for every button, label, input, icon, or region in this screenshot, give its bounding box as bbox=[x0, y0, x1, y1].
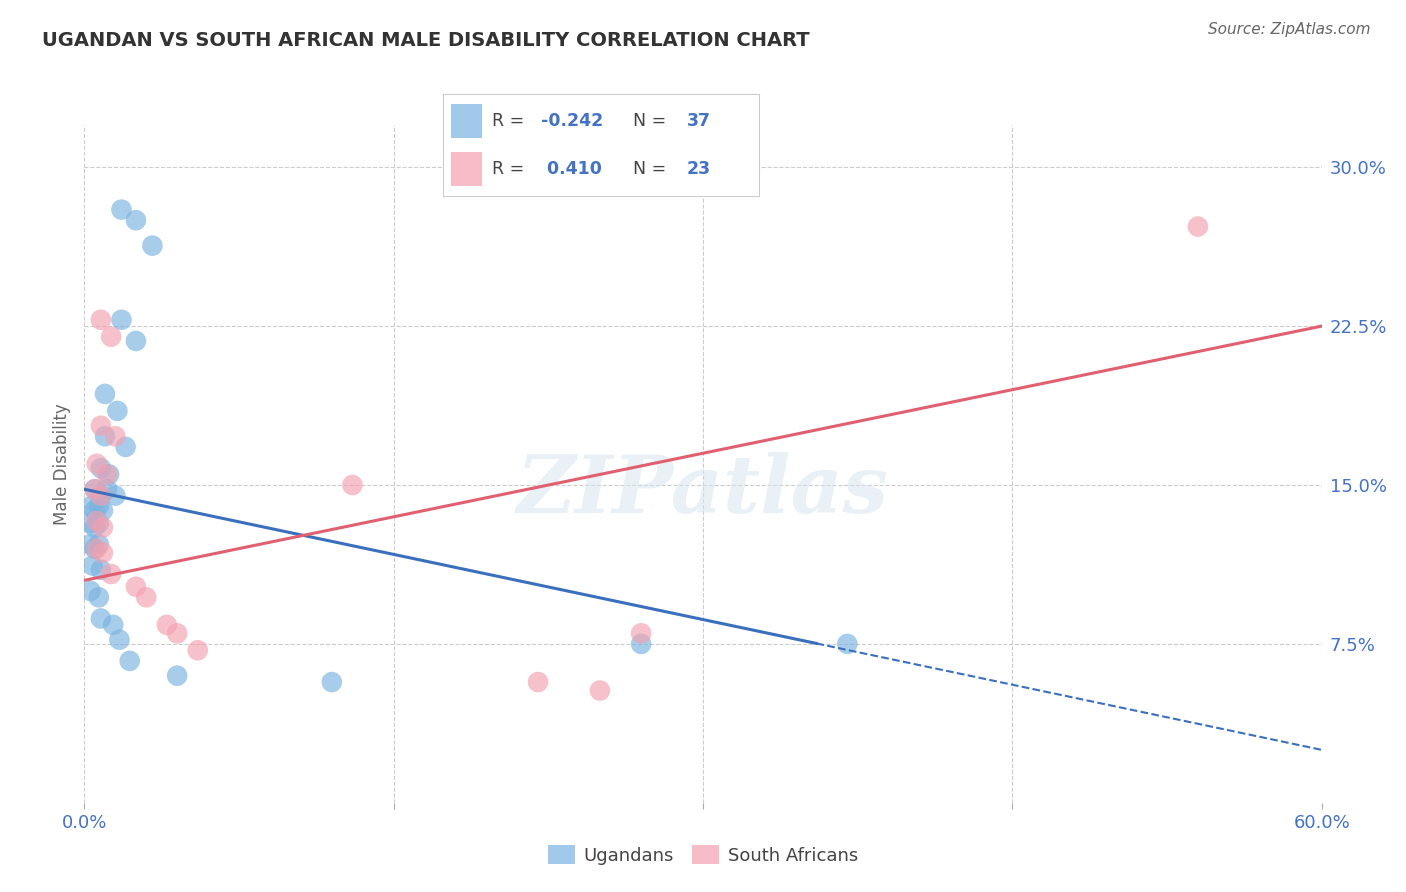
Point bbox=[87, 500, 110, 514]
Point bbox=[110, 202, 132, 217]
Bar bbox=[451, 153, 482, 186]
Bar bbox=[451, 104, 482, 137]
Point bbox=[91, 546, 114, 560]
Point bbox=[90, 563, 112, 577]
Point bbox=[83, 483, 105, 497]
Point bbox=[79, 584, 101, 599]
Point bbox=[630, 637, 652, 651]
Point bbox=[87, 516, 110, 530]
Point bbox=[1187, 219, 1209, 234]
Point bbox=[82, 558, 104, 573]
Point bbox=[108, 632, 131, 647]
Point bbox=[104, 429, 127, 443]
Point bbox=[589, 683, 612, 698]
Point bbox=[141, 238, 163, 252]
Point bbox=[79, 537, 101, 551]
Point bbox=[125, 334, 148, 348]
Point bbox=[94, 387, 117, 401]
Point bbox=[90, 418, 112, 433]
Text: 23: 23 bbox=[686, 160, 710, 178]
Point bbox=[166, 626, 188, 640]
Point bbox=[103, 617, 125, 632]
Point bbox=[118, 654, 141, 668]
Point bbox=[94, 429, 117, 443]
Point bbox=[83, 503, 105, 517]
Point bbox=[527, 675, 550, 690]
Text: 37: 37 bbox=[686, 112, 710, 130]
Text: ZIPatlas: ZIPatlas bbox=[517, 452, 889, 530]
Text: Source: ZipAtlas.com: Source: ZipAtlas.com bbox=[1208, 22, 1371, 37]
Text: R =: R = bbox=[492, 112, 530, 130]
Point bbox=[630, 626, 652, 640]
Text: N =: N = bbox=[633, 160, 672, 178]
Legend: Ugandans, South Africans: Ugandans, South Africans bbox=[540, 838, 866, 871]
Point bbox=[87, 537, 110, 551]
Point bbox=[87, 591, 110, 605]
Point bbox=[79, 516, 101, 530]
Point bbox=[96, 467, 118, 482]
Point bbox=[91, 503, 114, 517]
Point bbox=[90, 489, 112, 503]
Text: N =: N = bbox=[633, 112, 672, 130]
Point bbox=[83, 483, 105, 497]
Text: 0.410: 0.410 bbox=[541, 160, 602, 178]
Point bbox=[86, 541, 108, 556]
Point bbox=[90, 489, 112, 503]
Point bbox=[166, 669, 188, 683]
Point bbox=[91, 520, 114, 534]
Point bbox=[79, 500, 101, 514]
Point bbox=[90, 461, 112, 475]
Point bbox=[105, 404, 128, 418]
Point bbox=[321, 675, 343, 690]
Point bbox=[83, 520, 105, 534]
Point bbox=[96, 483, 118, 497]
Point bbox=[156, 617, 179, 632]
Point bbox=[114, 440, 136, 454]
Point bbox=[98, 467, 121, 482]
Point bbox=[187, 643, 209, 657]
Point bbox=[104, 489, 127, 503]
Point bbox=[110, 313, 132, 327]
Text: UGANDAN VS SOUTH AFRICAN MALE DISABILITY CORRELATION CHART: UGANDAN VS SOUTH AFRICAN MALE DISABILITY… bbox=[42, 31, 810, 50]
Point bbox=[86, 514, 108, 528]
Text: R =: R = bbox=[492, 160, 530, 178]
Point bbox=[342, 478, 364, 492]
Point bbox=[125, 580, 148, 594]
Point bbox=[135, 591, 157, 605]
Point bbox=[83, 541, 105, 556]
Point bbox=[86, 457, 108, 471]
Point bbox=[100, 567, 122, 582]
Text: -0.242: -0.242 bbox=[541, 112, 603, 130]
Point bbox=[100, 330, 122, 344]
Point bbox=[90, 611, 112, 625]
Point bbox=[90, 313, 112, 327]
Point bbox=[837, 637, 859, 651]
Point bbox=[125, 213, 148, 227]
Y-axis label: Male Disability: Male Disability bbox=[53, 403, 72, 524]
